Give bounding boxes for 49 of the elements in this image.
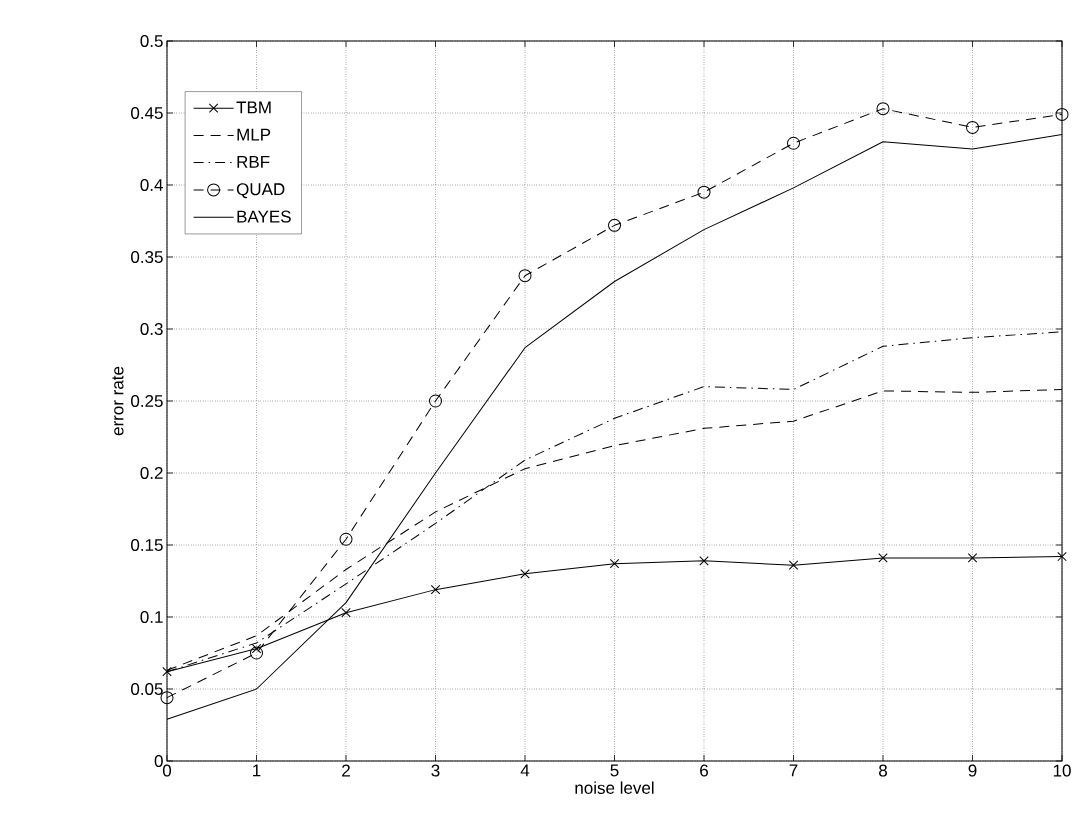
point [341, 607, 351, 618]
legend-label: RBF [237, 155, 270, 168]
x-tick-label: 2 [342, 764, 350, 777]
legend-label: TBM [236, 101, 271, 114]
x-tick-label: 0 [162, 764, 172, 777]
y-tick-label: 0.5 [140, 34, 163, 48]
point [518, 269, 532, 283]
y-tick-label: 0.1 [140, 610, 163, 624]
y-tick-label: 0 [154, 754, 163, 768]
point [162, 666, 172, 677]
y-tick-label: 0.05 [131, 682, 163, 696]
point [1057, 551, 1067, 562]
point [787, 136, 801, 150]
point [430, 584, 441, 595]
point [608, 218, 622, 232]
point [699, 556, 709, 566]
x-tick-label: 5 [610, 764, 619, 777]
point [339, 532, 353, 546]
point [520, 569, 530, 579]
y-tick-label: 0.3 [140, 322, 163, 336]
point [1055, 107, 1069, 121]
point [609, 558, 620, 569]
x-tick-label: 8 [879, 764, 887, 777]
x-axis-title: noise level [575, 781, 654, 794]
point [788, 560, 799, 570]
y-tick-label: 0.4 [140, 178, 163, 192]
point [967, 553, 978, 563]
x-tick-label: 10 [1053, 764, 1071, 777]
x-tick-label: 1 [253, 764, 261, 777]
legend-label: QUAD [236, 183, 285, 199]
x-tick-label: 4 [520, 764, 530, 777]
point [250, 646, 263, 660]
x-tick-label: 3 [431, 764, 440, 777]
y-tick-label: 0.25 [131, 394, 163, 408]
legend-label: MLP [237, 128, 271, 141]
y-tick-label: 0.2 [140, 466, 163, 480]
point [878, 553, 888, 563]
point [966, 120, 980, 134]
x-tick-label: 7 [789, 764, 798, 777]
y-tick-label: 0.35 [131, 250, 163, 264]
point [876, 102, 890, 116]
y-tick-label: 0.15 [131, 538, 163, 552]
x-tick-label: 6 [700, 764, 708, 777]
point [429, 394, 443, 408]
y-tick-label: 0.45 [131, 106, 163, 120]
point [697, 185, 711, 199]
y-axis-title: error rate [112, 366, 124, 436]
x-tick-label: 9 [968, 764, 977, 777]
legend-label: BAYES [237, 210, 291, 223]
